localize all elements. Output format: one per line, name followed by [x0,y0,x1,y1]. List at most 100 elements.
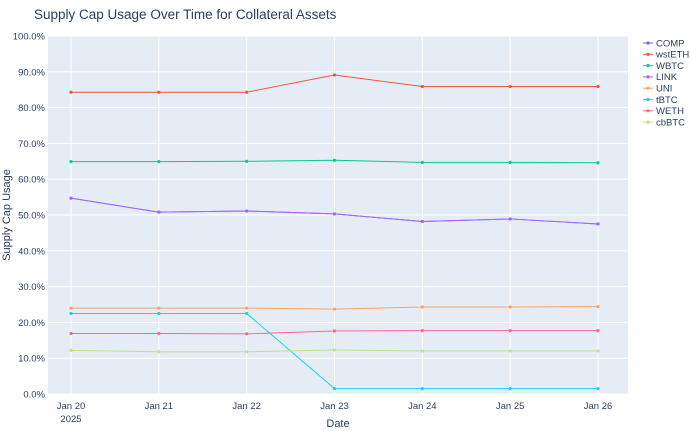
x-axis-title: Date [326,418,349,430]
y-tick-label: 30.0% [18,282,45,293]
data-point [508,84,512,89]
legend-marker [646,97,650,102]
data-point [245,306,249,310]
series-uni [69,305,600,311]
legend-item-tbtc[interactable]: tBTC [643,95,678,106]
y-tick-label: 50.0% [18,211,45,222]
data-point [332,307,337,311]
legend-item-weth[interactable]: WETH [643,106,684,117]
legend-label: WETH [656,106,684,117]
legend-marker [646,64,650,68]
legend-label: WBTC [656,61,684,72]
data-point [596,349,600,353]
x-tick-label: Jan 25 [496,401,525,412]
y-tick-label: 70.0% [18,139,45,150]
data-point [596,84,600,89]
grid [48,35,628,395]
y-tick-label: 20.0% [18,318,45,329]
data-point [332,212,337,216]
data-point [69,160,73,164]
data-point [245,209,249,213]
data-point [420,219,424,224]
legend-label: COMP [656,38,685,49]
legend-marker [646,109,650,113]
x-tick-label: Jan 26 [584,401,613,412]
series-wbtc [69,158,600,165]
data-point [596,161,600,165]
data-point [157,331,161,336]
data-point [596,387,600,391]
legend-label: wstETH [655,50,689,61]
y-tick-label: 80.0% [18,103,45,114]
data-point [157,311,161,316]
data-point [332,73,337,77]
legend-label: cbBTC [656,117,685,128]
data-point [420,84,424,89]
x-tick-label: Jan 23 [320,401,349,412]
data-point [69,331,73,336]
data-point [508,387,512,391]
series-tbtc [69,311,600,391]
legend-item-wsteth[interactable]: wstETH [643,50,689,61]
legend-marker [646,86,650,90]
data-point [508,160,512,164]
y-tick-label: 90.0% [18,67,45,78]
series-link [69,196,600,226]
chart-title: Supply Cap Usage Over Time for Collatera… [34,7,337,22]
x-tick-label: Jan 21 [145,401,174,412]
y-tick-label: 60.0% [18,175,45,186]
legend-label: UNI [656,84,672,95]
legend-marker [646,41,650,45]
x-tick-year-label: 2025 [60,414,81,425]
data-point [157,160,161,164]
data-point [69,306,73,310]
data-point [596,222,600,226]
y-tick-label: 40.0% [18,246,45,257]
data-point [420,160,424,164]
data-point [245,332,249,336]
data-point [245,350,249,354]
series-layer [69,73,600,391]
data-point [508,349,512,353]
legend-item-cbbtc[interactable]: cbBTC [643,117,685,128]
data-point [157,90,161,94]
data-point [245,311,249,316]
legend-item-wbtc[interactable]: WBTC [643,61,684,72]
data-point [596,305,600,309]
data-point [332,329,337,333]
y-axis-title: Supply Cap Usage [1,169,13,261]
data-point [332,387,337,391]
x-axis-ticks: Jan 20 Jan 21 Jan 22 Jan 23 Jan 24 Jan 25 Jan … [57,401,613,425]
data-point [420,305,424,309]
x-tick-label: Jan 22 [232,401,261,412]
legend-item-link[interactable]: LINK [643,72,678,83]
legend-marker [646,120,650,124]
legend-item-comp[interactable]: COMP [643,38,685,49]
data-point [420,329,424,333]
legend-item-uni[interactable]: UNI [643,84,672,95]
data-point [420,387,424,391]
data-point [508,217,512,221]
legend-label: tBTC [656,95,678,106]
series-wsteth [69,73,600,94]
data-point [157,350,161,354]
y-tick-label: 100.0% [13,32,46,43]
x-tick-label: Jan 20 [57,401,86,412]
series-weth [69,329,600,336]
data-point [332,158,337,162]
data-point [596,329,600,333]
series-cbbtc [69,348,600,354]
data-point [69,196,73,200]
legend-marker [646,75,650,79]
data-point [508,305,512,309]
data-point [245,159,249,163]
y-tick-label: 10.0% [18,354,45,365]
data-point [157,306,161,310]
data-point [69,90,73,94]
legend-marker [646,52,650,56]
data-point [420,349,424,353]
y-axis-ticks: 0.0% 10.0% 20.0% 30.0% 40.0% 50.0% 60.0% 70.0% 8… [13,32,46,401]
legend-label: LINK [656,72,678,83]
